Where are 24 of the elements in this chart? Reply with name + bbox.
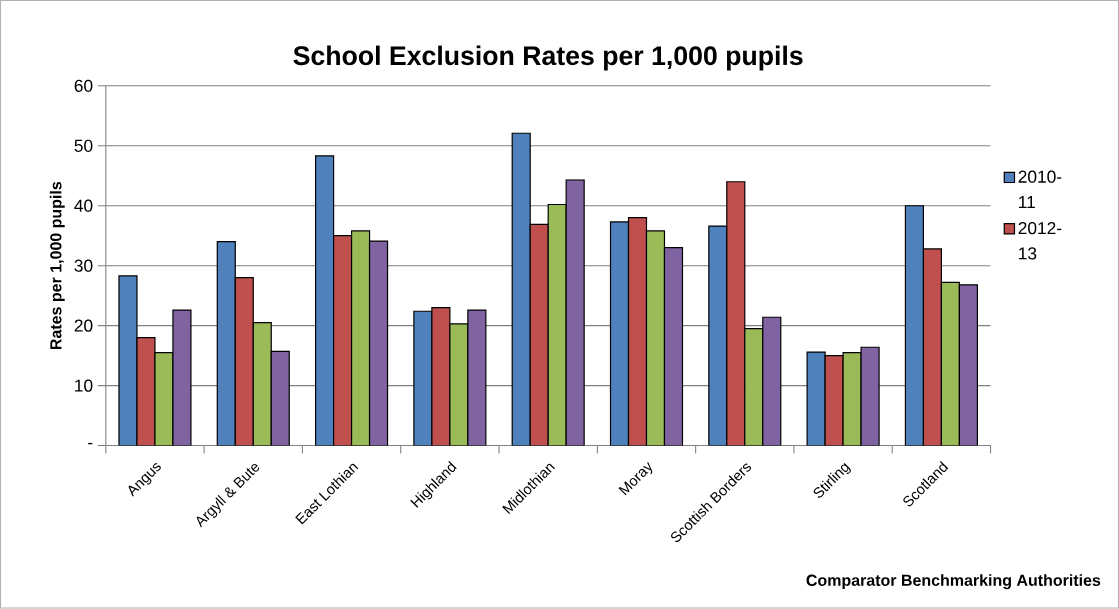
y-tick-label: 40 (74, 199, 93, 213)
bar (234, 277, 254, 446)
bar (726, 181, 746, 446)
y-tick-label: 20 (74, 319, 93, 332)
bar (565, 179, 585, 446)
legend-label: 2012-13 (1018, 222, 1062, 260)
x-axis-title: Comparator Benchmarking Authorities (806, 574, 1101, 590)
bar (270, 351, 290, 446)
bar (922, 248, 942, 446)
bar (627, 217, 648, 446)
bar (762, 316, 782, 446)
bar (529, 223, 549, 446)
chart-title: School Exclusion Rates per 1,000 pupils (293, 45, 803, 71)
bar (663, 247, 684, 446)
bar (332, 235, 353, 446)
legend-label: 2010-11 (1018, 170, 1062, 209)
y-axis-title: Rates per 1,000 pupils (49, 182, 65, 350)
y-tick-label: 30 (74, 259, 93, 272)
bar (958, 284, 978, 446)
y-tick-label: 60 (74, 79, 93, 93)
bar (368, 240, 389, 446)
y-tick-label: 50 (74, 139, 93, 153)
y-tick-label: - (88, 443, 93, 445)
y-tick-label: 10 (75, 379, 93, 392)
